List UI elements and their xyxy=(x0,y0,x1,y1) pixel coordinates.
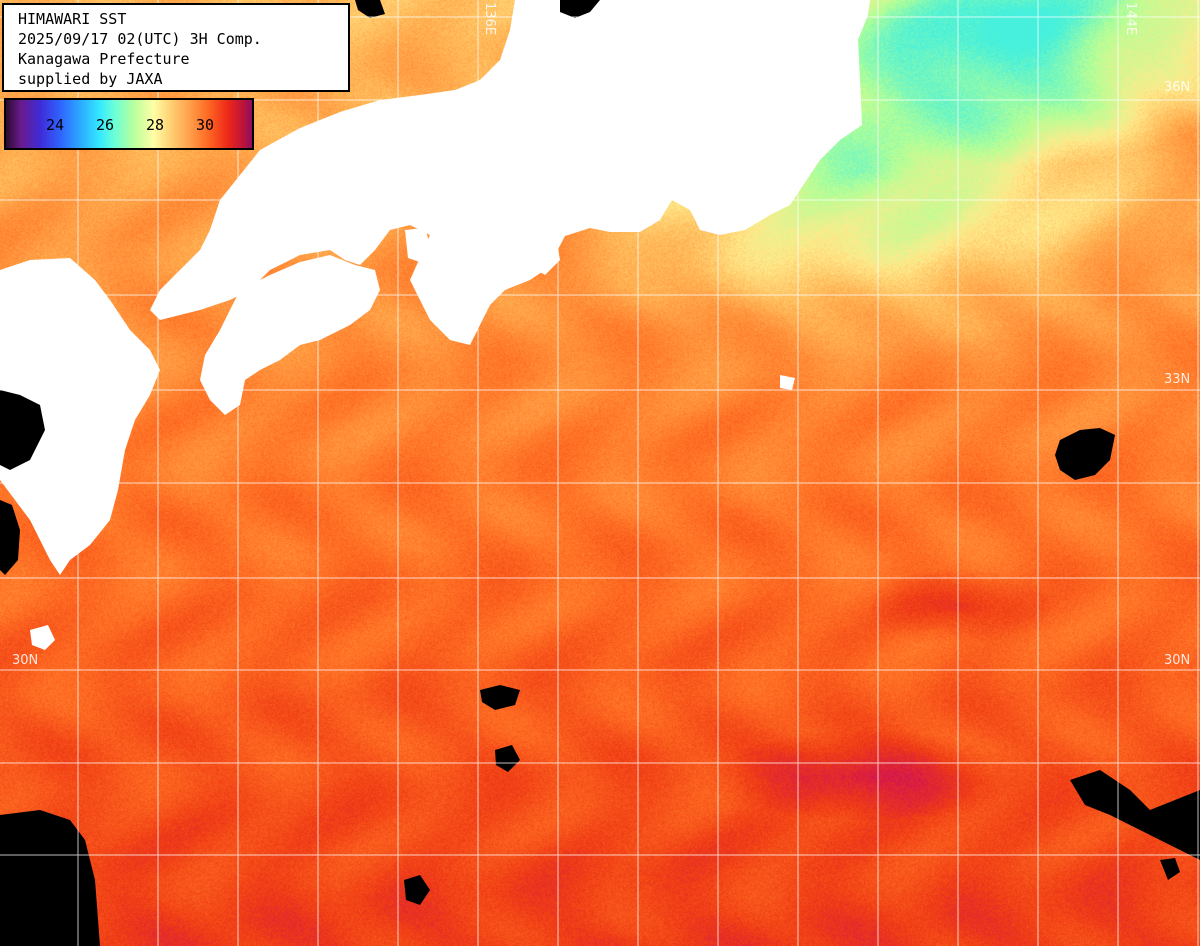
temperature-colorbar: 24 26 28 30 xyxy=(4,98,254,150)
lat-label-36n-right: 36N xyxy=(1164,80,1191,95)
lat-label-30n-left: 30N xyxy=(12,653,39,668)
lat-label-33n-right: 33N xyxy=(1164,372,1191,387)
title-satellite: HIMAWARI SST xyxy=(18,10,127,28)
title-region: Kanagawa Prefecture xyxy=(18,50,190,68)
lat-label-30n-right: 30N xyxy=(1164,653,1191,668)
colorbar-tick-24: 24 xyxy=(46,116,65,134)
colorbar-tick-28: 28 xyxy=(146,116,165,134)
lat-label-33n-left: 33N xyxy=(4,372,31,387)
lon-label-136e: 136E xyxy=(482,2,497,36)
colorbar-tick-30: 30 xyxy=(196,116,215,134)
title-box: HIMAWARI SST 2025/09/17 02(UTC) 3H Comp.… xyxy=(2,3,350,92)
title-timestamp: 2025/09/17 02(UTC) 3H Comp. xyxy=(18,30,262,48)
title-credit: supplied by JAXA xyxy=(18,70,163,88)
lon-label-144e: 144E xyxy=(1123,2,1138,36)
colorbar-tick-26: 26 xyxy=(96,116,115,134)
